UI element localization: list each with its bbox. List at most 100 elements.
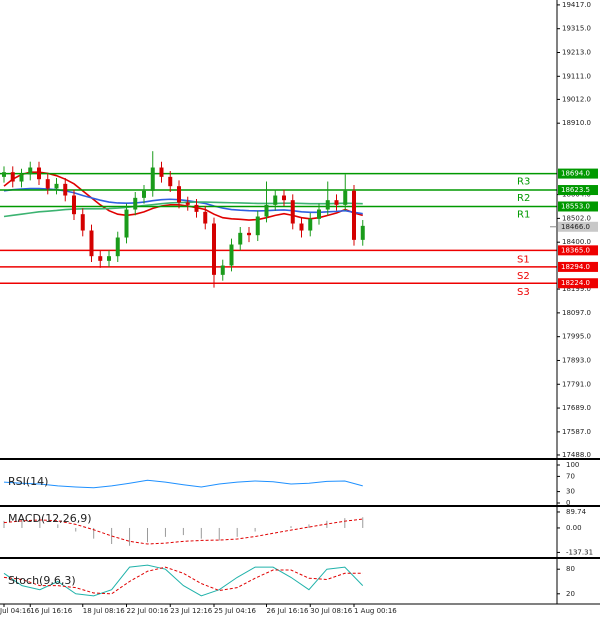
y-tick-label: 0: [566, 499, 570, 507]
candle-body: [352, 190, 356, 240]
price-label: 18294.0: [561, 263, 590, 271]
price-box: [558, 245, 598, 256]
y-tick-label: 17893.0: [562, 356, 591, 364]
y-tick-label: 18502.0: [562, 214, 591, 222]
price-label: 18694.0: [561, 170, 590, 178]
candle-body: [238, 232, 243, 245]
candle-body: [37, 167, 41, 180]
y-tick-label: 70: [566, 472, 575, 480]
candle-body: [273, 195, 278, 205]
price-box: [558, 201, 598, 212]
moving-average: [3, 171, 363, 221]
candle-body: [89, 230, 94, 257]
candle-body: [177, 186, 181, 203]
y-tick-label: 17791.0: [562, 380, 591, 388]
candle-body: [203, 211, 208, 224]
y-tick-label: 19315.0: [562, 25, 591, 33]
indicator-title: RSI(14): [8, 475, 48, 488]
price-label: 18623.5: [561, 186, 590, 194]
indicator-title: MACD(12,26,9): [8, 512, 92, 525]
x-tick-label: 1 Aug 00:16: [354, 607, 397, 615]
candle-body: [28, 167, 33, 175]
y-tick-label: 20: [566, 590, 575, 598]
x-tick-label: 23 Jul 12:16: [170, 607, 213, 615]
price-label: 18224.0: [561, 279, 590, 287]
y-tick-label: 18097.0: [562, 309, 591, 317]
y-tick-label: -137.31: [566, 548, 593, 556]
price-box: [558, 278, 598, 289]
candle-body: [63, 183, 68, 196]
candle-body: [247, 232, 251, 236]
y-tick-label: 19111.0: [562, 72, 591, 80]
price-label: 18553.0: [561, 202, 590, 210]
level-name: R3: [517, 177, 530, 188]
candle-body: [185, 202, 190, 205]
candle-body: [54, 183, 59, 189]
level-name: S1: [517, 254, 530, 265]
main-panel: [0, 151, 557, 288]
candle-body: [325, 200, 330, 210]
y-tick-label: 17689.0: [562, 404, 591, 412]
level-name: R1: [517, 209, 530, 220]
y-tick-label: 17488.0: [562, 451, 591, 459]
y-tick-label: 19213.0: [562, 48, 591, 56]
candle-body: [194, 204, 199, 212]
moving-average: [3, 201, 363, 218]
level-name: S3: [517, 287, 530, 298]
price-box: [558, 261, 598, 272]
y-tick-label: 18910.0: [562, 119, 591, 127]
y-tick-label: 30: [566, 488, 575, 496]
y-tick-label: 80: [566, 565, 575, 573]
candle-body: [290, 200, 295, 224]
candle-body: [150, 167, 155, 191]
candle-body: [264, 204, 269, 217]
y-tick-label: 89.74: [566, 508, 587, 516]
x-tick-label: 22 Jul 00:16: [127, 607, 170, 615]
candle-body: [115, 237, 120, 257]
candle-body: [107, 256, 111, 261]
candle-body: [168, 176, 173, 187]
candle-body: [229, 244, 234, 266]
y-tick-label: 18199.0: [562, 285, 591, 293]
indicator-line: [3, 479, 363, 489]
x-tick-label: 25 Jul 04:16: [214, 607, 257, 615]
candle-body: [308, 218, 313, 231]
candle-body: [10, 172, 15, 182]
candle-body: [282, 195, 286, 201]
price-box: [558, 168, 598, 179]
x-tick-label: 30 Jul 08:16: [310, 607, 353, 615]
indicator-line: [3, 566, 363, 595]
candle-body: [255, 216, 260, 236]
candle-body: [334, 200, 339, 205]
candle-body: [220, 265, 225, 275]
candle-body: [98, 256, 103, 261]
candle-body: [212, 223, 216, 275]
indicator-line: [3, 518, 363, 545]
x-tick-label: 16 Jul 16:16: [30, 607, 73, 615]
y-tick-label: 100: [566, 461, 579, 469]
y-tick-label: 0.00: [566, 524, 582, 532]
last-price-label: 18466.0: [561, 223, 590, 231]
x-tick-label: 18 Jul 08:16: [83, 607, 126, 615]
x-tick-label: 26 Jul 16:16: [267, 607, 310, 615]
candle-body: [317, 209, 321, 219]
level-name: S2: [517, 271, 530, 282]
y-tick-label: 17995.0: [562, 333, 591, 341]
candle-body: [360, 225, 365, 240]
candle-body: [343, 190, 348, 205]
candle-body: [80, 214, 85, 231]
y-tick-label: 19012.0: [562, 95, 591, 103]
price-box: [558, 185, 598, 196]
indicator-line: [3, 564, 364, 597]
candle-body: [72, 195, 76, 215]
y-tick-label: 18400.0: [562, 238, 591, 246]
candle-body: [142, 190, 146, 198]
candle-body: [19, 174, 24, 182]
y-tick-label: 17587.0: [562, 428, 591, 436]
y-tick-label: 19417.0: [562, 1, 591, 9]
price-label: 18365.0: [561, 246, 590, 254]
candle-body: [133, 197, 138, 210]
candle-body: [159, 167, 164, 177]
